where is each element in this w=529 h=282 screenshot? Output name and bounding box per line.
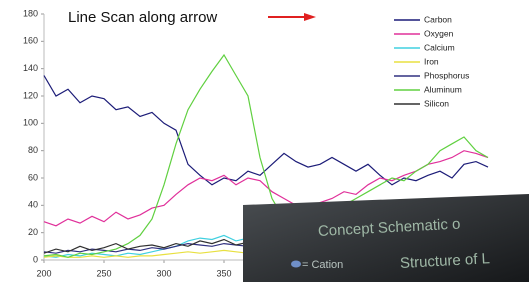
overlay-photo: Concept Schematic o Structure of L = Cat…: [243, 194, 529, 282]
cation-icon: [291, 261, 301, 268]
y-tick-label: 120: [23, 90, 38, 100]
x-tick-label: 300: [156, 268, 171, 278]
chart-title: Line Scan along arrow: [68, 9, 217, 26]
y-tick-label: 40: [28, 200, 38, 210]
overlay-legend: = Cation: [302, 259, 343, 271]
x-tick-label: 250: [96, 268, 111, 278]
y-tick-label: 0: [33, 254, 38, 264]
legend-label: Carbon: [424, 14, 452, 24]
y-tick-label: 100: [23, 118, 38, 128]
legend-label: Iron: [424, 56, 439, 66]
legend-label: Aluminum: [424, 84, 462, 94]
chart: 0 20 40 60 80 100 120 140 160 180 200 250 300 350 Lin…: [0, 0, 529, 282]
y-tick-label: 80: [28, 145, 38, 155]
arrow-head: [304, 13, 316, 21]
y-tick-label: 60: [28, 172, 38, 182]
y-tick-label: 20: [28, 227, 38, 237]
legend: Carbon Oxygen Calcium Iron Phosphorus Aluminu…: [394, 14, 469, 108]
y-tick-label: 180: [23, 8, 38, 18]
legend-label: Silicon: [424, 98, 449, 108]
legend-label: Phosphorus: [424, 70, 469, 80]
x-tick-label: 350: [216, 268, 231, 278]
y-tick-label: 140: [23, 63, 38, 73]
x-tick-label: 200: [36, 268, 51, 278]
y-tick-label: 160: [23, 36, 38, 46]
photo-background: [243, 194, 529, 282]
legend-label: Calcium: [424, 42, 455, 52]
legend-label: Oxygen: [424, 28, 454, 38]
